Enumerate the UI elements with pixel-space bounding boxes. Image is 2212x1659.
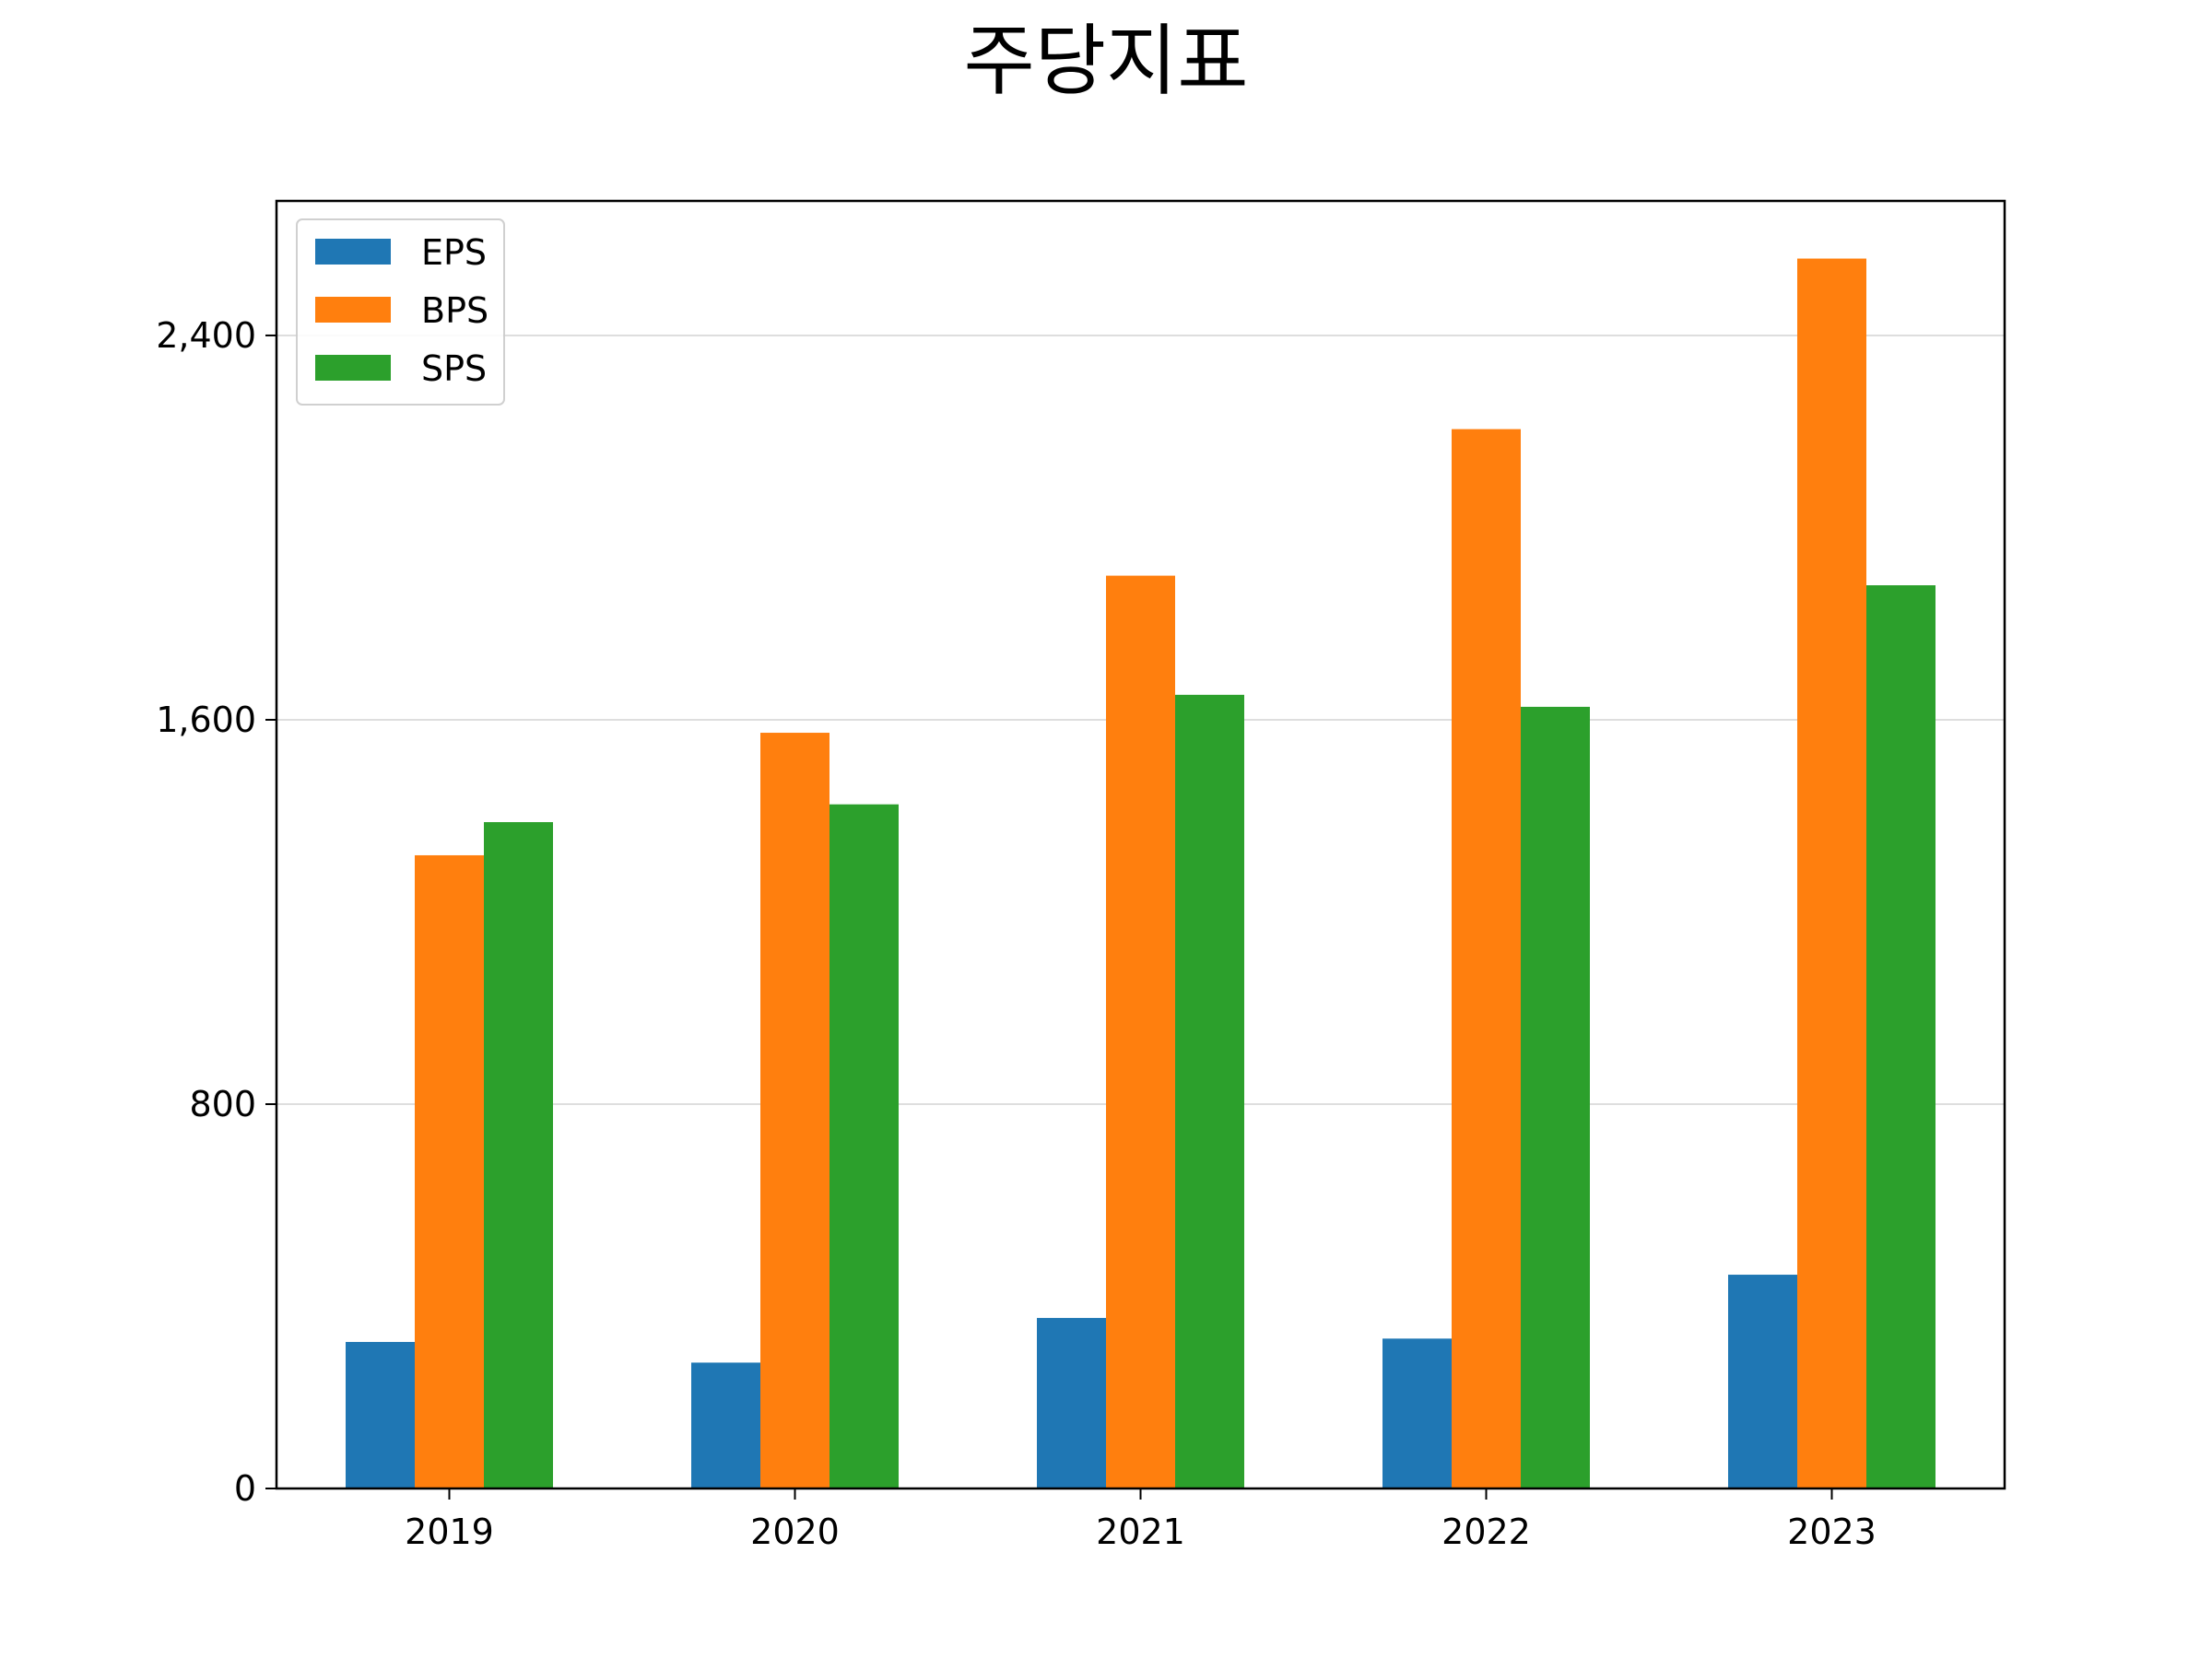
y-tick-label: 2,400	[156, 315, 256, 356]
legend-label-sps: SPS	[421, 348, 487, 389]
legend-swatch-bps	[315, 297, 391, 323]
y-tick-label: 1,600	[156, 700, 256, 740]
bar-eps-2019	[346, 1342, 415, 1488]
x-tick-label: 2019	[405, 1512, 494, 1552]
legend-swatch-eps	[315, 239, 391, 265]
x-tick-label: 2020	[750, 1512, 840, 1552]
bar-bps-2022	[1452, 429, 1521, 1489]
bar-eps-2020	[691, 1362, 760, 1488]
bar-bps-2023	[1797, 258, 1866, 1488]
bars	[346, 258, 1936, 1489]
x-tick-label: 2023	[1787, 1512, 1877, 1552]
x-tick-label: 2021	[1096, 1512, 1185, 1552]
bar-sps-2021	[1175, 694, 1244, 1488]
bar-sps-2022	[1521, 706, 1590, 1488]
bar-sps-2019	[484, 822, 553, 1488]
chart-title: 주당지표	[963, 16, 1248, 106]
bar-sps-2020	[830, 804, 899, 1488]
legend-swatch-sps	[315, 355, 391, 381]
bar-eps-2023	[1728, 1275, 1797, 1488]
legend: EPS BPS SPS	[296, 218, 505, 406]
bar-bps-2020	[760, 733, 830, 1488]
bar-eps-2021	[1037, 1317, 1106, 1488]
bar-bps-2021	[1106, 575, 1175, 1488]
y-tick-label: 800	[189, 1084, 256, 1124]
axes: 0 800 1,600 2,400 2019 2020 2021 2022 2023	[156, 199, 2006, 1552]
bar-sps-2023	[1866, 585, 1936, 1488]
legend-label-eps: EPS	[421, 232, 487, 273]
legend-label-bps: BPS	[421, 290, 488, 331]
x-tick-label: 2022	[1441, 1512, 1531, 1552]
bar-bps-2019	[415, 854, 484, 1488]
bar-eps-2022	[1382, 1338, 1452, 1488]
y-tick-label: 0	[234, 1468, 256, 1509]
